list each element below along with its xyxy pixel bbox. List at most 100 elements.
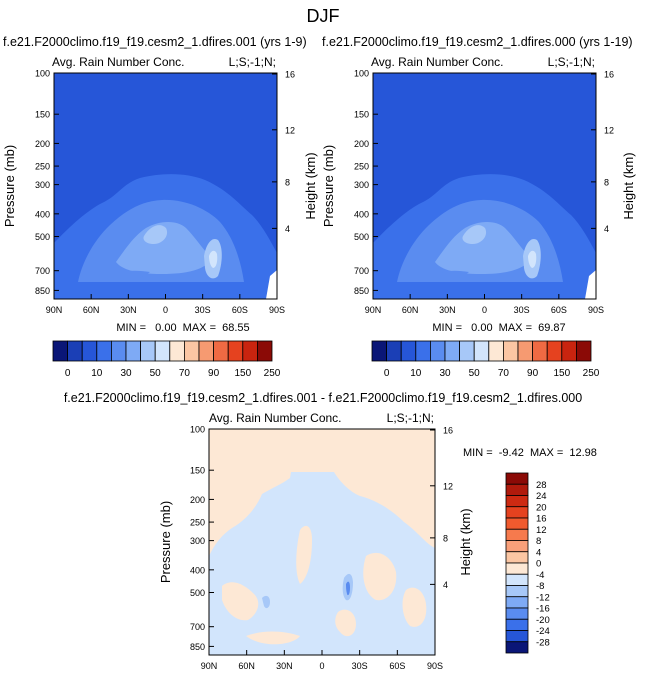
right-colorbar-swatch [371, 340, 388, 362]
diff-colorbar-swatch [505, 607, 529, 620]
right-y-tick-label: 850 [354, 286, 369, 296]
left-x-tick-label: 90N [46, 305, 63, 315]
left-colorbar-swatch [125, 340, 142, 362]
left-stats: MIN = 0.00 MAX = 68.55 [116, 322, 249, 334]
right-colorbar-swatch [546, 340, 563, 362]
left-colorbar-swatch [52, 340, 69, 362]
right-x-tick-label: 60N [402, 305, 419, 315]
left-y-ticks-right: 16 12 8 4 [272, 70, 295, 234]
diff-colorbar-label: 0 [536, 559, 541, 570]
right-colorbar-label: 90 [527, 368, 539, 379]
diff-colorbar-label: -16 [536, 604, 550, 615]
left-colorbar: 0 10 30 50 70 90 150 250 [52, 340, 281, 379]
left-x-tick-label: 0 [163, 305, 168, 315]
left-colorbar-label: 90 [208, 368, 220, 379]
diff-colorbar-label: 12 [536, 525, 547, 536]
diff-colorbar-swatch [505, 641, 529, 654]
right-y-right-tick-label: 16 [604, 70, 614, 80]
right-colorbar-swatch [444, 340, 461, 362]
right-inner-tag: L;S;-1;N; [548, 55, 595, 69]
right-y-right-tick-label: 12 [604, 125, 614, 135]
left-y-tick-label: 150 [35, 110, 50, 120]
right-y-tick-label: 250 [354, 162, 369, 172]
right-colorbar-label: 30 [439, 368, 451, 379]
left-colorbar-swatch [213, 340, 229, 362]
left-y-tick-label: 250 [35, 162, 50, 172]
diff-colorbar-swatch [505, 483, 529, 496]
left-y-tick-label: 500 [35, 232, 50, 242]
right-colorbar-label: 150 [553, 368, 570, 379]
diff-y-tick-label: 850 [190, 642, 205, 652]
diff-colorbar-swatch [505, 618, 529, 631]
diff-y-tick-label: 500 [190, 588, 205, 598]
diff-colorbar-swatch [505, 585, 529, 598]
right-y-axis-label-right: Height (km) [621, 152, 636, 219]
right-y-tick-label: 200 [354, 139, 369, 149]
left-colorbar-swatch [256, 340, 273, 362]
left-y-right-tick-label: 16 [285, 70, 295, 80]
diff-y-right-tick-label: 4 [443, 580, 448, 590]
left-panel: f.e21.F2000climo.f19_f19.cesm2_1.dfires.… [2, 35, 318, 379]
left-y-tick-label: 400 [35, 209, 50, 219]
right-colorbar-swatch [400, 340, 417, 362]
diff-colorbar-label: 28 [536, 480, 547, 491]
diff-colorbar-label: 16 [536, 514, 547, 525]
diff-colorbar-swatch [505, 551, 529, 564]
diff-x-tick-label: 90N [201, 661, 218, 671]
left-y-right-tick-label: 12 [285, 125, 295, 135]
right-y-tick-label: 400 [354, 209, 369, 219]
diff-colorbar-swatch [505, 528, 529, 541]
left-y-tick-label: 200 [35, 139, 50, 149]
diff-x-tick-label: 60S [389, 661, 405, 671]
diff-panel: f.e21.F2000climo.f19_f19.cesm2_1.dfires.… [64, 391, 597, 671]
diff-inner-tag: L;S;-1;N; [387, 411, 434, 425]
diff-x-tick-label: 0 [319, 661, 324, 671]
left-colorbar-swatch [242, 340, 258, 362]
left-inner-title: Avg. Rain Number Conc. [52, 55, 185, 69]
left-colorbar-swatch [183, 340, 200, 362]
left-colorbar-swatch [67, 340, 83, 362]
diff-colorbar-label: -24 [536, 626, 550, 637]
diff-field [209, 429, 435, 655]
left-colorbar-swatch [96, 340, 112, 362]
right-x-tick-label: 0 [482, 305, 487, 315]
left-x-tick-label: 60S [232, 305, 248, 315]
right-colorbar-swatch [429, 340, 446, 362]
diff-x-tick-label: 30N [276, 661, 293, 671]
diff-colorbar-swatch [505, 472, 529, 485]
left-colorbar-label: 150 [234, 368, 251, 379]
diff-y-tick-label: 250 [190, 518, 205, 528]
left-y-tick-label: 300 [35, 180, 50, 190]
diff-x-tick-label: 60N [238, 661, 255, 671]
diff-stats: MIN = -9.42 MAX = 12.98 [463, 447, 597, 459]
diff-y-tick-label: 200 [190, 495, 205, 505]
diff-colorbar-swatch [505, 630, 529, 643]
right-y-axis-label: Pressure (mb) [321, 145, 336, 227]
diff-colorbar-label: 4 [536, 547, 541, 558]
left-y-right-tick-label: 4 [285, 224, 290, 234]
left-y-right-tick-label: 8 [285, 177, 290, 187]
right-colorbar-swatch [517, 340, 534, 362]
right-x-tick-label: 90S [588, 305, 604, 315]
left-x-tick-label: 30S [195, 305, 211, 315]
diff-x-tick-label: 30S [352, 661, 368, 671]
left-colorbar-label: 50 [150, 368, 162, 379]
diff-x-ticks: 90N 60N 30N 0 30S 60S 90S [201, 650, 443, 671]
right-colorbar-swatch [532, 340, 548, 362]
right-colorbar-label: 10 [410, 368, 422, 379]
diff-y-right-tick-label: 12 [443, 481, 453, 491]
right-y-ticks: 100 150 200 250 300 400 500 700 850 [354, 69, 378, 296]
diff-colorbar-label: -28 [536, 637, 550, 648]
right-colorbar-label: 70 [498, 368, 510, 379]
right-x-ticks: 90N 60N 30N 0 30S 60S 90S [365, 294, 604, 315]
left-x-ticks: 90N 60N 30N 0 30S 60S 90S [46, 294, 285, 315]
diff-colorbar-swatch [505, 573, 529, 586]
right-colorbar-swatch [386, 340, 402, 362]
right-y-ticks-right: 16 12 8 4 [591, 70, 614, 234]
left-panel-title: f.e21.F2000climo.f19_f19.cesm2_1.dfires.… [3, 35, 307, 49]
left-colorbar-swatch [154, 340, 171, 362]
right-y-right-tick-label: 8 [604, 177, 609, 187]
left-y-axis-label: Pressure (mb) [2, 145, 17, 227]
